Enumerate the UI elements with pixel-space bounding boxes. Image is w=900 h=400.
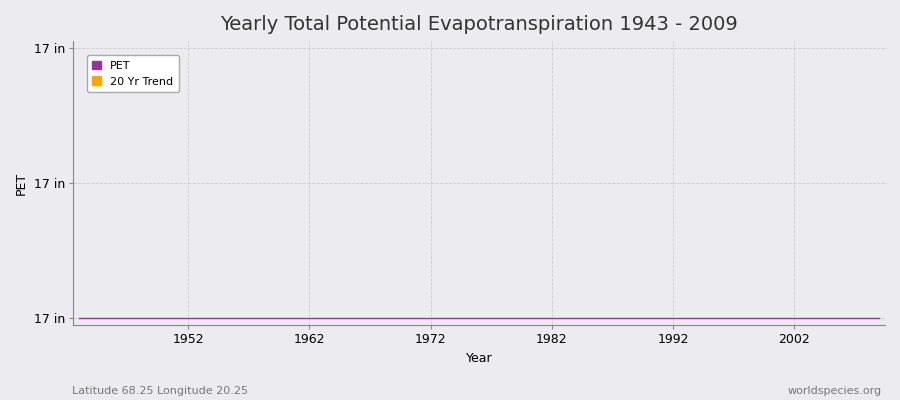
Y-axis label: PET: PET [15,172,28,195]
Text: worldspecies.org: worldspecies.org [788,386,882,396]
Legend: PET, 20 Yr Trend: PET, 20 Yr Trend [86,55,179,92]
Title: Yearly Total Potential Evapotranspiration 1943 - 2009: Yearly Total Potential Evapotranspiratio… [220,15,738,34]
Text: Latitude 68.25 Longitude 20.25: Latitude 68.25 Longitude 20.25 [72,386,248,396]
X-axis label: Year: Year [466,352,492,365]
